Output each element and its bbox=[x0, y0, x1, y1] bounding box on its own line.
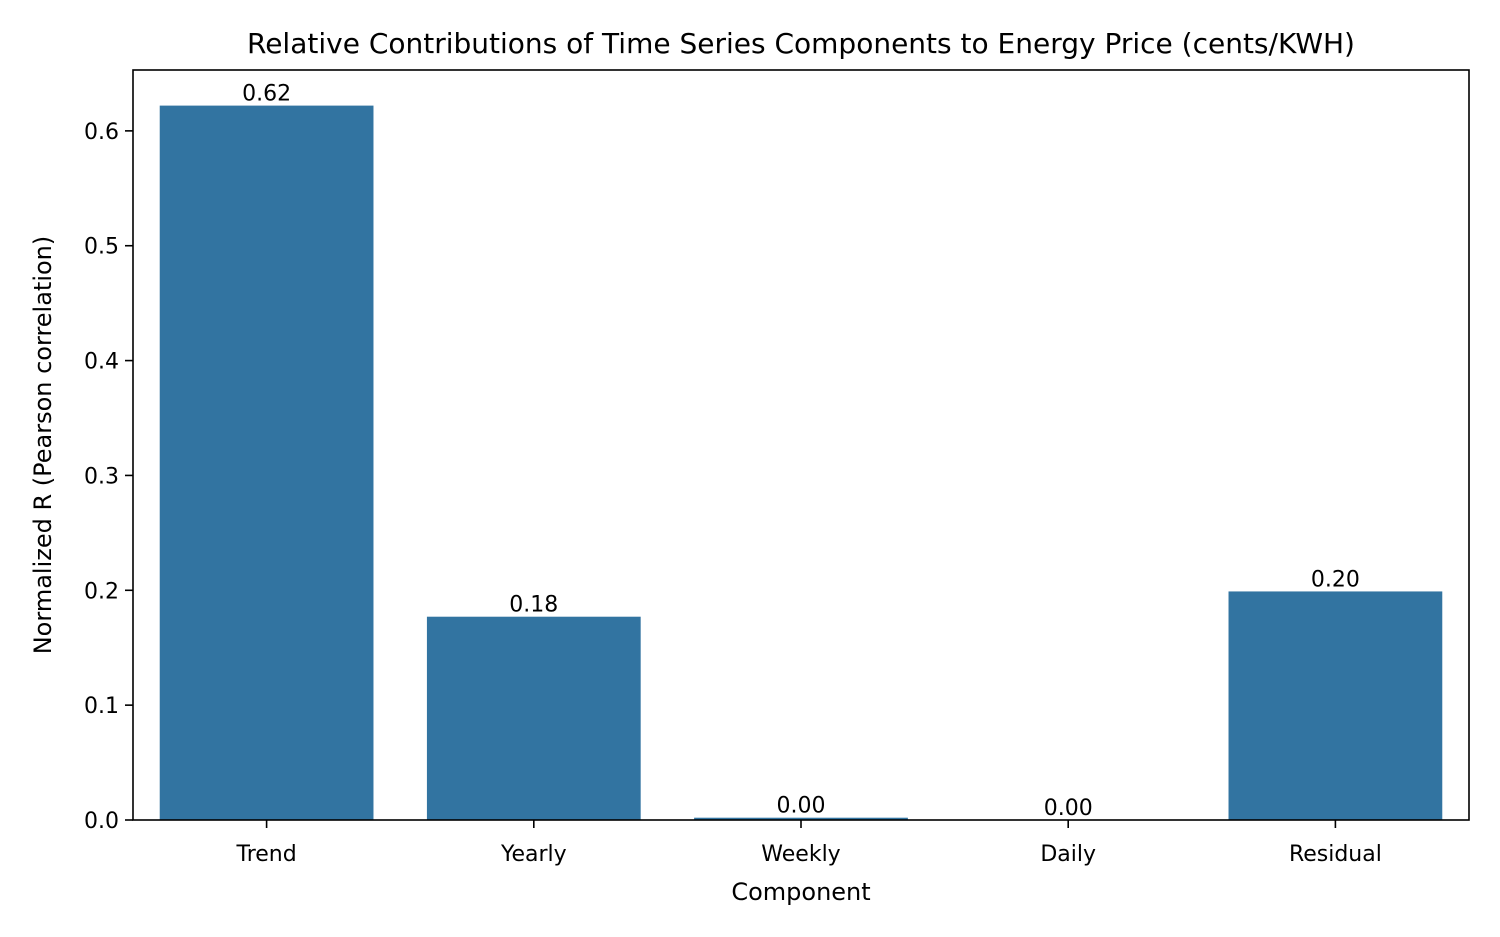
bar-trend bbox=[159, 105, 374, 820]
bar-weekly bbox=[694, 817, 908, 820]
chart-title: Relative Contributions of Time Series Co… bbox=[247, 27, 1355, 60]
x-tick-label: Yearly bbox=[500, 842, 567, 867]
data-label: 0.20 bbox=[1311, 567, 1360, 592]
data-labels-group: 0.62 0.18 0.00 0.00 0.20 bbox=[242, 82, 1360, 821]
bar-yearly bbox=[426, 616, 641, 820]
plot-area-frame bbox=[132, 69, 1470, 821]
x-tick-label: Residual bbox=[1289, 842, 1382, 867]
bar-residual bbox=[1228, 591, 1443, 820]
x-axis: Trend Yearly Weekly Daily Residual bbox=[235, 820, 1382, 867]
y-axis: 0.0 0.1 0.2 0.3 0.4 0.5 0.6 bbox=[84, 120, 133, 834]
x-axis-label: Component bbox=[731, 878, 870, 906]
y-tick-label: 0.2 bbox=[84, 579, 119, 604]
y-tick-label: 0.1 bbox=[84, 694, 119, 719]
data-label: 0.18 bbox=[509, 593, 558, 618]
data-label: 0.62 bbox=[242, 82, 291, 107]
bars-group bbox=[159, 105, 1443, 820]
data-label: 0.00 bbox=[1044, 796, 1093, 821]
x-tick-label: Trend bbox=[235, 842, 296, 867]
x-tick-label: Daily bbox=[1040, 842, 1096, 867]
y-tick-label: 0.4 bbox=[84, 350, 119, 375]
y-tick-label: 0.6 bbox=[84, 120, 119, 145]
y-axis-label: Normalized R (Pearson correlation) bbox=[29, 236, 57, 655]
x-tick-label: Weekly bbox=[761, 842, 840, 867]
y-tick-label: 0.0 bbox=[84, 809, 119, 834]
y-tick-label: 0.3 bbox=[84, 464, 119, 489]
y-tick-label: 0.5 bbox=[84, 235, 119, 260]
data-label: 0.00 bbox=[777, 794, 826, 819]
